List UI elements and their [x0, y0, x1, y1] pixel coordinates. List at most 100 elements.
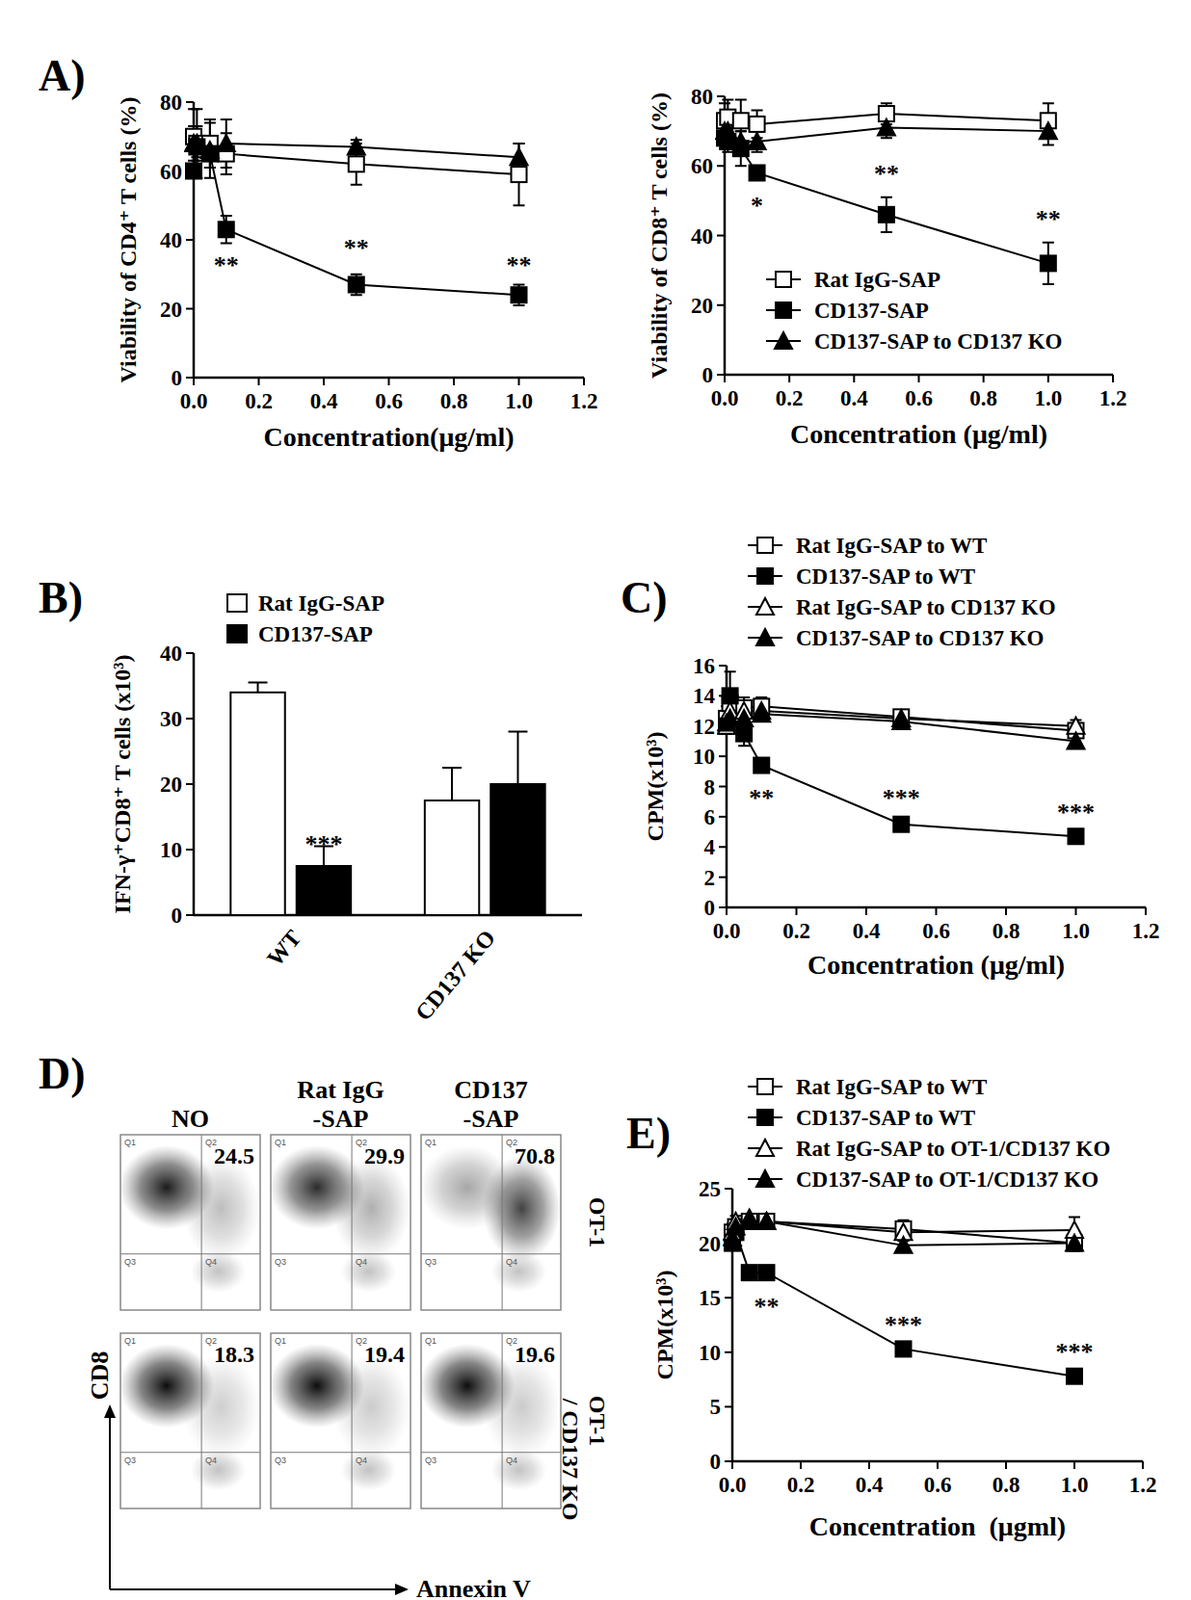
quadrant-label: Q1 — [424, 1336, 437, 1347]
x-tick — [518, 377, 521, 386]
legend-label: CD137-SAP to CD137 KO — [795, 626, 1044, 651]
y-tick — [716, 304, 725, 307]
x-tick — [865, 907, 868, 916]
plot-frame — [421, 1333, 561, 1509]
gate-line — [270, 1452, 411, 1454]
x-arrowhead — [395, 1584, 409, 1596]
annotation: ** — [506, 251, 532, 280]
y-tick — [718, 846, 727, 848]
x-arrow — [109, 1588, 397, 1591]
x-tick-label: 0.2 — [782, 919, 811, 944]
y-tick — [185, 848, 194, 851]
x-tick-label: 0.0 — [713, 919, 742, 944]
y-tick-label: 8 — [704, 775, 716, 800]
row-label: / CD137 KO — [557, 1398, 583, 1522]
x-tick — [1005, 1461, 1007, 1470]
point — [892, 713, 910, 730]
y-tick-label: 4 — [704, 835, 716, 860]
y-tick-label: 80 — [690, 84, 714, 109]
series-line — [193, 146, 520, 295]
y-tick-label: 40 — [159, 641, 183, 666]
series-line — [732, 1232, 1075, 1377]
y-tick — [716, 95, 725, 98]
gate-line — [120, 1253, 261, 1255]
y-tick-label: 12 — [692, 714, 715, 740]
dot-plot — [270, 1135, 411, 1311]
x-tick — [1144, 907, 1147, 916]
cloud-q2 — [482, 1156, 561, 1262]
point — [741, 1265, 758, 1281]
cloud-q4 — [491, 1449, 548, 1492]
gate-line — [502, 1135, 503, 1311]
y-axis-title: CPM(x10³) — [642, 732, 668, 843]
error-bar — [507, 732, 528, 785]
y-tick-label: 80 — [159, 90, 183, 115]
series-line — [724, 137, 1049, 264]
x-tick — [935, 907, 938, 916]
point — [749, 116, 766, 133]
x-tick-label: 0.4 — [852, 919, 881, 944]
point — [1065, 1235, 1084, 1252]
x-tick-label: 1.0 — [1061, 919, 1090, 944]
legend-label: Rat IgG-SAP to CD137 KO — [795, 595, 1057, 620]
gate-line — [120, 1452, 261, 1454]
point — [187, 134, 206, 152]
plot-area — [230, 683, 545, 916]
percentage: 29.9 — [364, 1143, 405, 1169]
x-axis-title: Concentration (μg/ml) — [790, 419, 1048, 450]
y-tick-label: 30 — [159, 707, 183, 732]
x-tick — [868, 1461, 871, 1470]
quadrant-label: Q4 — [505, 1257, 518, 1268]
quadrant-label: Q1 — [124, 1336, 136, 1347]
cloud-q2 — [332, 1156, 411, 1262]
percentage: 24.5 — [213, 1143, 255, 1169]
x-axis-title: Concentration(μg/ml) — [263, 422, 514, 452]
plot-frame — [421, 1135, 561, 1311]
y-tick — [185, 101, 194, 104]
point — [748, 132, 767, 150]
quadrant-label: Q4 — [355, 1257, 368, 1268]
column-header: Rat IgG — [296, 1076, 384, 1105]
annotation: ** — [748, 784, 774, 813]
point — [877, 119, 896, 136]
x-tick-label: 0.0 — [180, 389, 209, 414]
series-line — [726, 703, 1077, 731]
point — [895, 1237, 913, 1254]
x-tick — [852, 374, 855, 383]
x-tick-label: 0.2 — [787, 1473, 816, 1498]
legend-marker — [756, 629, 774, 646]
y-tick-label: 15 — [698, 1286, 721, 1311]
x-tick — [723, 374, 726, 383]
y-tick-label: 0 — [702, 363, 715, 388]
y-tick — [185, 308, 194, 311]
y-tick-label: 60 — [159, 159, 183, 185]
y-tick — [718, 664, 727, 667]
legend-label: CD137-SAP — [814, 298, 929, 323]
row-label: OT-1 — [584, 1197, 610, 1248]
annotation: ** — [213, 251, 239, 280]
legend-label: CD137-SAP to OT-1/CD137 KO — [795, 1167, 1099, 1192]
x-tick-label: 1.2 — [1099, 386, 1128, 411]
x-tick — [936, 1461, 939, 1470]
x-tick-label: CD137 KO — [410, 926, 501, 1027]
y-tick — [724, 1296, 733, 1299]
y-axis-title: CD8 — [85, 1351, 114, 1402]
series-line — [193, 136, 520, 175]
y-axis-title: CPM(x10³) — [652, 1270, 678, 1381]
x-tick-label: 0.4 — [310, 389, 339, 414]
point — [217, 134, 236, 152]
point — [753, 758, 769, 774]
series-line — [726, 695, 1077, 837]
point — [893, 817, 909, 833]
x-tick-label: 0.4 — [840, 386, 869, 411]
point — [511, 287, 528, 303]
legend-label: Rat IgG-SAP to WT — [795, 533, 987, 558]
y-tick — [716, 235, 725, 238]
y-tick — [724, 1351, 733, 1354]
bar — [296, 866, 351, 916]
line-chart: 0.00.20.40.60.81.01.2Concentration (μg/m… — [646, 84, 1127, 450]
point — [896, 1341, 912, 1357]
bar — [230, 692, 285, 916]
y-tick — [185, 914, 194, 917]
x-tick-label: 0.0 — [718, 1473, 747, 1498]
